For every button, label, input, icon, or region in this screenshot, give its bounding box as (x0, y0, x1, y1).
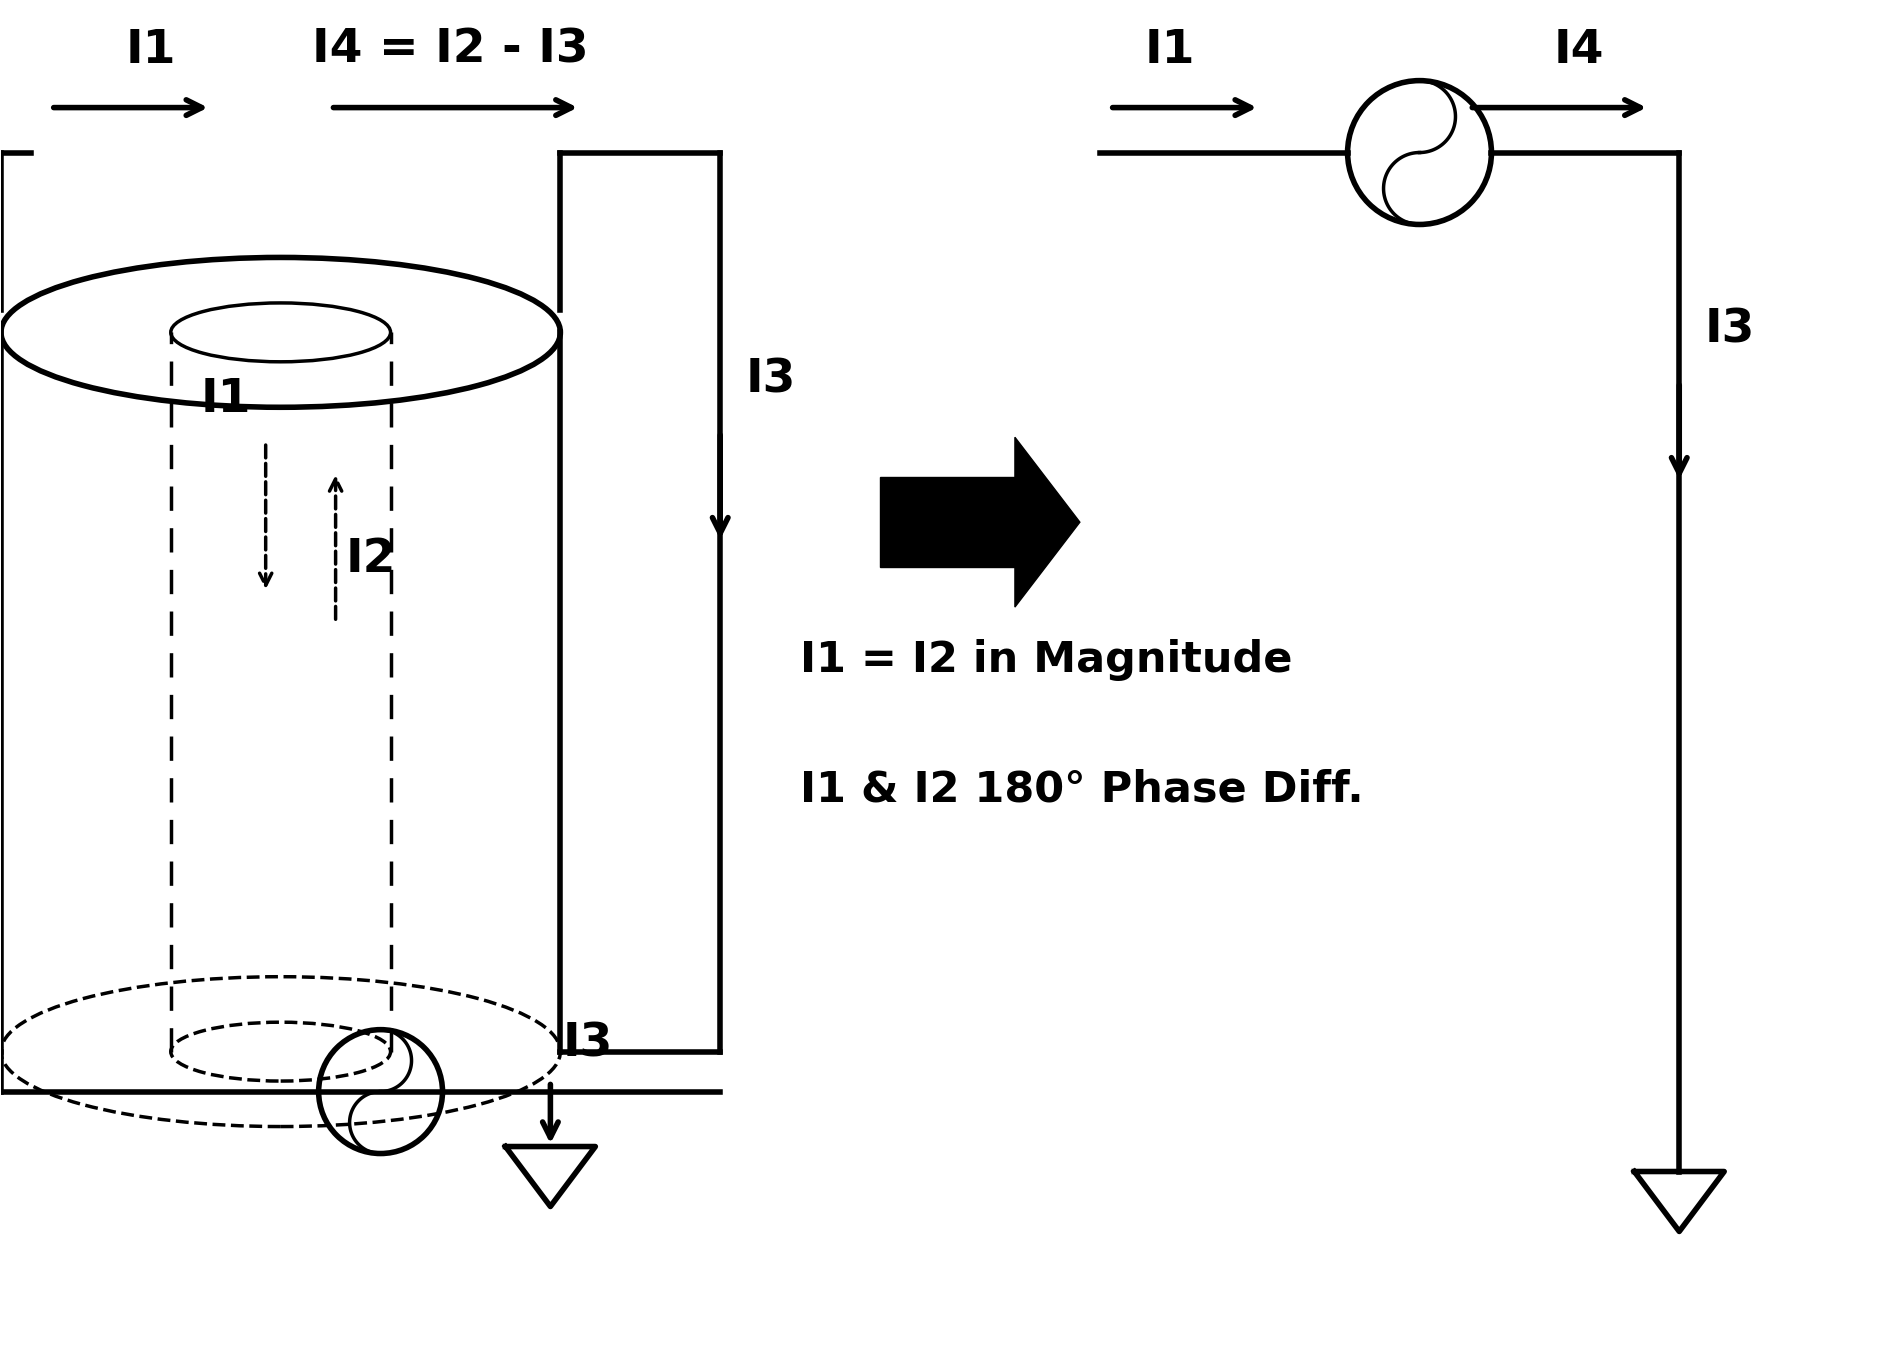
Text: I1 = I2 in Magnitude: I1 = I2 in Magnitude (801, 639, 1293, 681)
Text: I3: I3 (562, 1022, 613, 1066)
Text: I1 & I2 180° Phase Diff.: I1 & I2 180° Phase Diff. (801, 768, 1363, 811)
Polygon shape (880, 477, 1015, 567)
Text: I2: I2 (346, 536, 397, 582)
Text: I1: I1 (126, 27, 177, 73)
Text: I4 = I2 - I3: I4 = I2 - I3 (312, 27, 588, 73)
Text: I1: I1 (199, 377, 250, 423)
Text: I3: I3 (1705, 307, 1754, 353)
Text: I1: I1 (1145, 27, 1196, 73)
Polygon shape (1015, 438, 1079, 606)
Text: I4: I4 (1555, 27, 1606, 73)
Text: I3: I3 (744, 357, 795, 402)
